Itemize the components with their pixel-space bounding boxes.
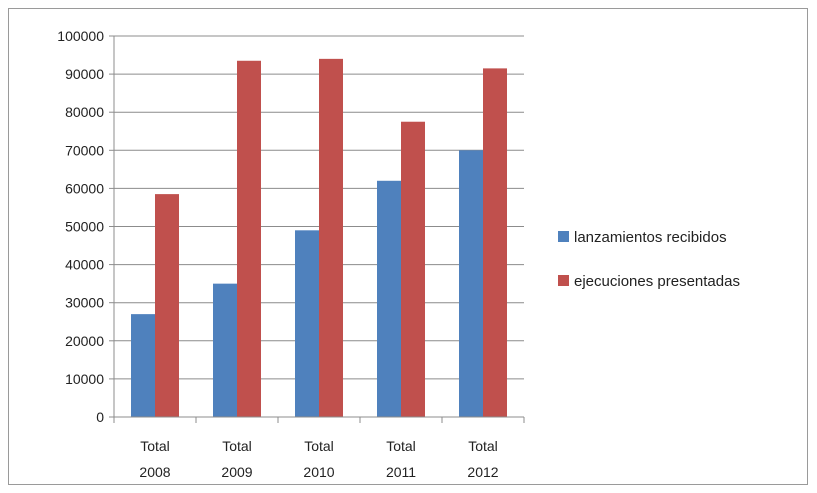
legend-swatch-lanzamientos [558, 231, 569, 242]
x-tick-label: Total [140, 438, 170, 454]
y-tick-label: 20000 [65, 333, 104, 349]
legend: lanzamientos recibidos ejecuciones presen… [558, 229, 740, 290]
bar-lanzamientos-3 [377, 180, 401, 417]
x-tick-label: Total [304, 438, 334, 454]
x-tick-label: 2009 [221, 464, 252, 480]
y-tick-label: 100000 [57, 28, 104, 44]
y-tick-label: 40000 [65, 257, 104, 273]
bar-ejecuciones-0 [155, 194, 179, 417]
bar-lanzamientos-0 [131, 314, 155, 417]
bar-ejecuciones-1 [237, 60, 261, 417]
bar-ejecuciones-2 [319, 58, 343, 418]
y-axis-ticks: 0 10000 20000 30000 40000 50000 60000 70000 8000… [57, 28, 114, 425]
bar-lanzamientos-2 [295, 230, 319, 417]
y-tick-label: 50000 [65, 219, 104, 235]
y-tick-label: 30000 [65, 295, 104, 311]
bar-ejecuciones-4 [483, 68, 507, 417]
x-tick-label: Total [468, 438, 498, 454]
x-tick-label: Total [386, 438, 416, 454]
y-tick-label: 90000 [65, 66, 104, 82]
bar-ejecuciones-3 [401, 121, 425, 417]
y-tick-label: 0 [96, 409, 104, 425]
bars [131, 58, 507, 418]
y-tick-label: 10000 [65, 371, 104, 387]
x-axis-ticks: Total 2008 Total 2009 Total 2010 Total 2011 Tota… [113, 417, 525, 480]
bar-lanzamientos-1 [213, 283, 237, 417]
x-tick-label: 2010 [303, 464, 334, 480]
legend-label-ejecuciones: ejecuciones presentadas [574, 273, 740, 290]
x-tick-label: Total [222, 438, 252, 454]
x-tick-label: 2008 [139, 464, 170, 480]
x-tick-label: 2012 [467, 464, 498, 480]
y-tick-label: 60000 [65, 180, 104, 196]
y-tick-label: 80000 [65, 104, 104, 120]
y-tick-label: 70000 [65, 142, 104, 158]
legend-swatch-ejecuciones [558, 275, 569, 286]
x-tick-label: 2011 [386, 464, 416, 480]
bar-lanzamientos-4 [459, 150, 483, 418]
legend-label-lanzamientos: lanzamientos recibidos [574, 229, 727, 246]
axes [113, 36, 524, 418]
